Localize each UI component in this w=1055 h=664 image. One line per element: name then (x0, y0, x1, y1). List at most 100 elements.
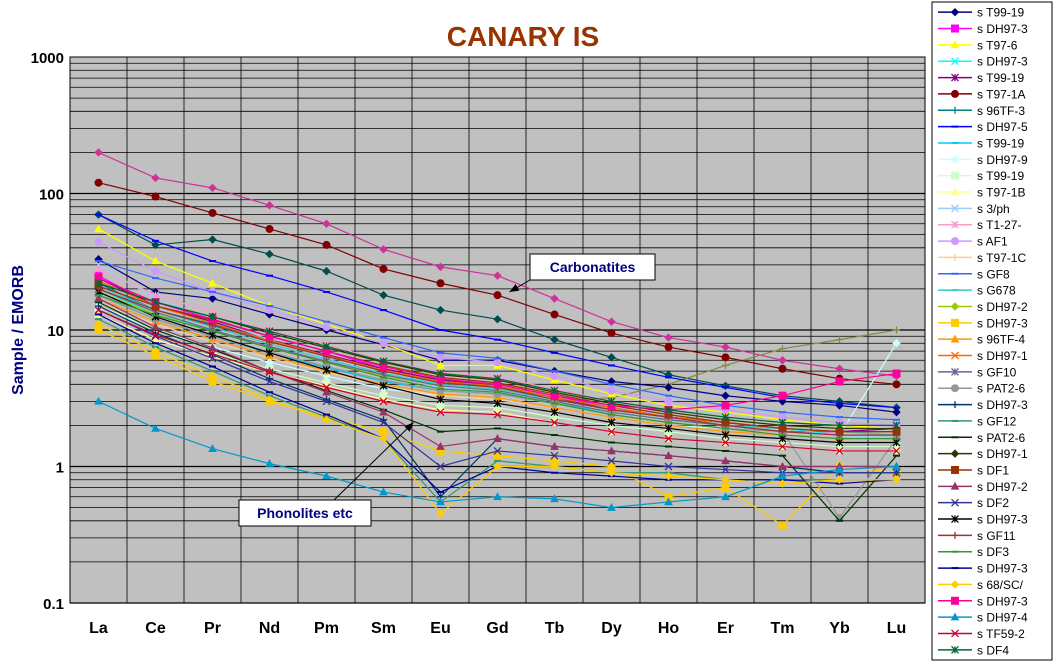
data-point (322, 219, 331, 228)
data-point (664, 405, 673, 414)
legend-label: s AF1 (977, 235, 1008, 249)
legend-swatch-marker (951, 515, 959, 523)
data-point (550, 494, 559, 503)
data-point (493, 291, 502, 300)
data-point (265, 224, 274, 233)
annotation-text: Phonolites etc (257, 505, 353, 521)
data-point (379, 427, 388, 436)
data-point (265, 368, 274, 377)
data-point (893, 431, 900, 439)
legend-entry: s DH97-2 (938, 480, 1028, 494)
data-point (607, 317, 616, 326)
legend-entry: s DF2 (938, 496, 1009, 510)
data-point (835, 446, 844, 455)
y-tick-label: 10 (47, 323, 64, 340)
x-tick-label: Ho (658, 620, 680, 637)
data-point (208, 343, 217, 352)
x-tick-label: Yb (829, 620, 850, 637)
data-point (436, 353, 445, 362)
legend-swatch-marker (951, 24, 959, 33)
data-point (94, 178, 103, 187)
x-tick-label: Ce (145, 620, 166, 637)
legend-entry: s DH97-3 (938, 55, 1028, 69)
data-point (835, 465, 844, 473)
data-point (778, 364, 787, 373)
data-point (379, 264, 388, 273)
legend-label: s DH97-3 (977, 55, 1028, 69)
data-point (151, 423, 160, 432)
data-point (151, 346, 160, 356)
legend-entry: s DF3 (938, 545, 1009, 559)
legend-label: s T99-19 (977, 6, 1024, 20)
data-point (778, 418, 787, 427)
data-point (322, 342, 331, 351)
data-point (265, 201, 274, 210)
x-tick-label: Eu (430, 620, 450, 637)
series-38 (94, 306, 901, 455)
data-point (607, 418, 616, 427)
data-point (493, 434, 502, 442)
data-point (721, 342, 730, 352)
series-extra-0 (94, 148, 901, 381)
data-point (265, 348, 274, 357)
legend-swatch-marker (951, 465, 959, 474)
legend-label: s TF59-2 (977, 627, 1025, 641)
data-point (493, 374, 502, 383)
legend-label: s GF8 (977, 267, 1010, 281)
legend-swatch-marker (951, 89, 959, 98)
legend-entry: s T99-19 (938, 71, 1024, 85)
plot-area: 0.1 1 10 100 1000 La Ce Pr Nd Pm Sm Eu Gd Tb Dy Ho Er Tm Y… (31, 50, 926, 637)
data-point (778, 434, 787, 443)
data-point (436, 509, 445, 519)
data-point (664, 343, 673, 352)
data-point (721, 483, 730, 492)
data-point (436, 262, 445, 272)
data-point (607, 427, 616, 436)
data-point (94, 279, 103, 288)
legend-entry: s T99-19 (938, 6, 1024, 20)
data-point (379, 407, 388, 416)
data-point (779, 345, 786, 353)
data-point (722, 361, 729, 369)
annotation-text: Carbonatites (550, 259, 636, 275)
data-point (892, 339, 901, 348)
data-point (721, 401, 730, 410)
legend-label: s T99-19 (977, 71, 1024, 85)
series-30 (94, 306, 901, 477)
data-point (665, 413, 672, 421)
legend-label: s DH97-3 (977, 594, 1028, 608)
legend-entry: s T97-1A (938, 87, 1025, 101)
legend-swatch-marker (950, 334, 960, 343)
data-point (550, 310, 559, 319)
data-point (664, 424, 673, 433)
data-point (379, 397, 388, 406)
legend-entry: s DH97-3 (938, 562, 1028, 576)
data-point (607, 468, 616, 477)
data-point (94, 148, 103, 157)
legend-entry: s DH97-3 (938, 22, 1028, 36)
data-point (379, 357, 388, 366)
legend-swatch-marker (951, 220, 959, 229)
legend-swatch-marker (951, 498, 959, 507)
legend-label: s T97-1C (977, 251, 1026, 265)
data-point (208, 278, 217, 287)
data-point (208, 444, 217, 453)
data-point (436, 462, 445, 471)
data-point (493, 314, 502, 324)
data-point (836, 431, 843, 439)
legend-entry: s TF59-2 (938, 627, 1025, 641)
legend-label: s PAT2-6 (977, 382, 1026, 396)
legend-label: s DH97-2 (977, 480, 1028, 494)
data-point (208, 183, 217, 193)
annotation-arrowhead (404, 422, 414, 432)
legend-entry: s GF8 (938, 267, 1010, 281)
annotation-box (529, 253, 656, 281)
data-point (152, 306, 159, 314)
data-point (892, 446, 901, 455)
data-point (721, 413, 730, 422)
data-point (151, 298, 160, 307)
data-point (265, 327, 274, 336)
data-point (607, 397, 616, 406)
legend-label: s T97-6 (977, 38, 1018, 52)
data-point (94, 320, 103, 329)
